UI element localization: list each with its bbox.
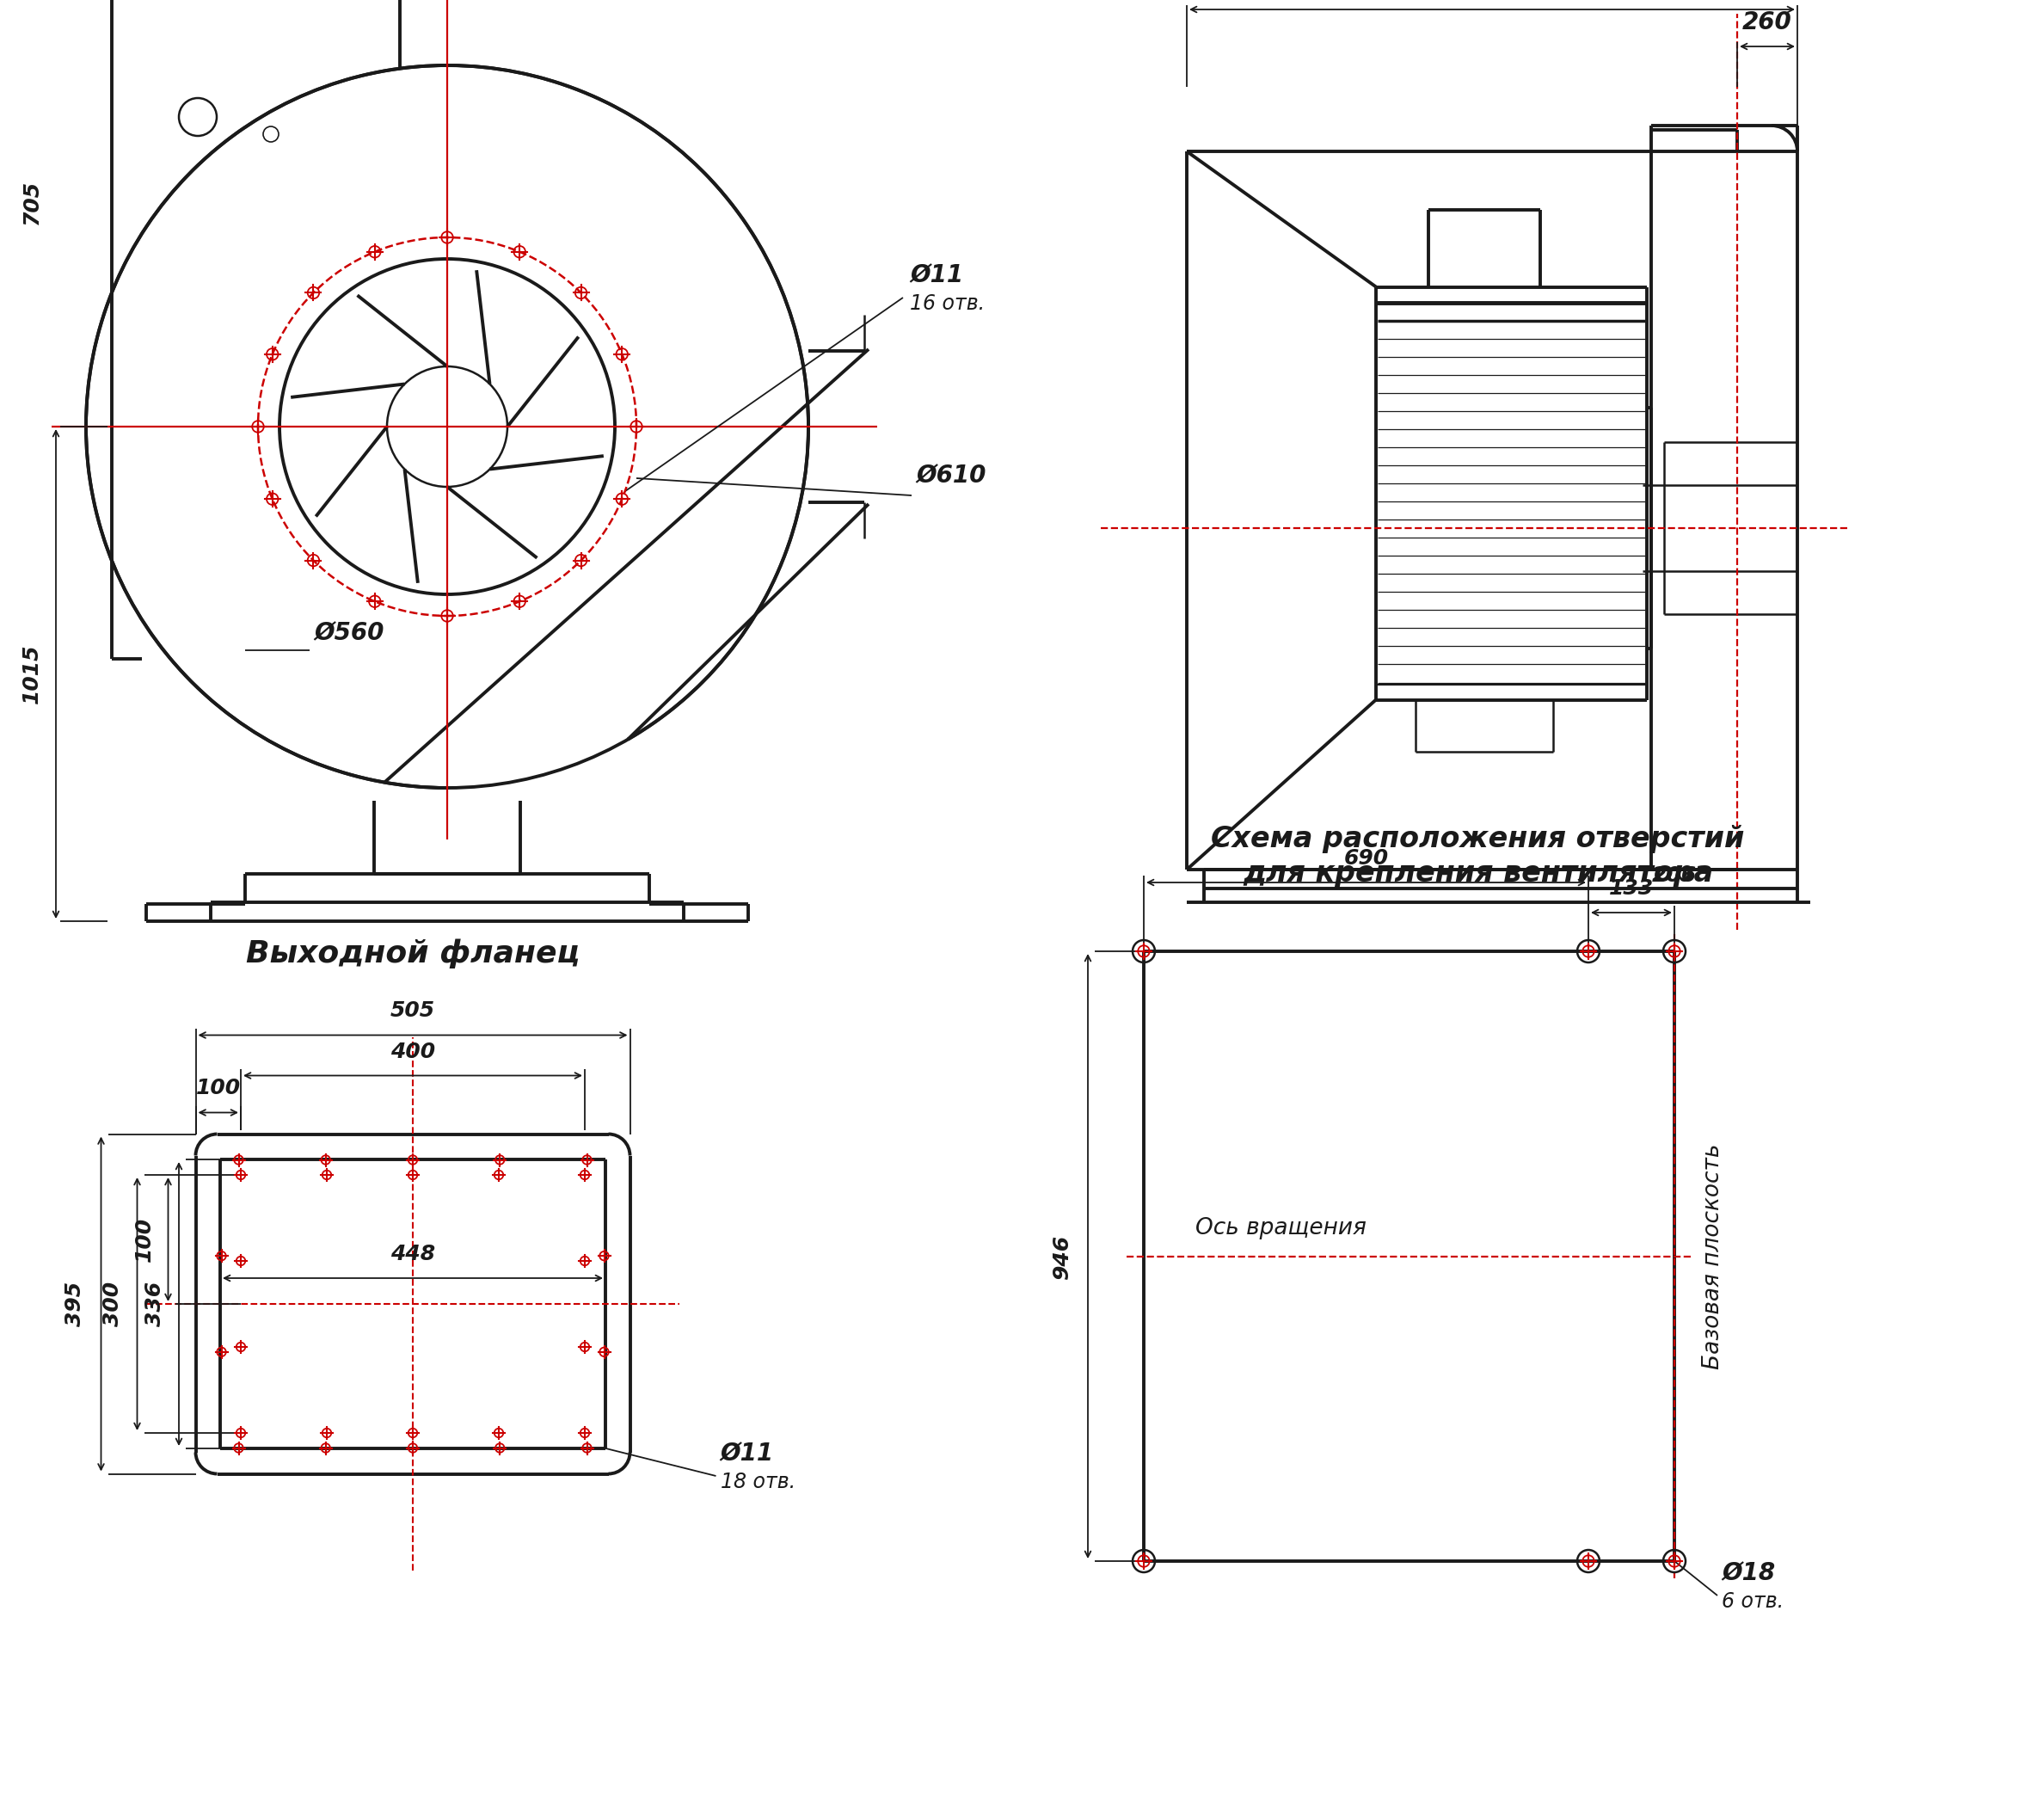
Text: Ø560: Ø560	[313, 621, 384, 644]
Text: 505: 505	[390, 1001, 435, 1021]
Text: 133: 133	[1608, 879, 1653, 899]
Text: 400: 400	[390, 1041, 435, 1061]
Text: Ø18: Ø18	[1722, 1562, 1775, 1585]
Text: 6 отв.: 6 отв.	[1722, 1591, 1783, 1613]
Text: 690: 690	[1344, 848, 1389, 868]
Text: 300: 300	[104, 1281, 124, 1327]
Text: 206: 206	[1653, 864, 1698, 886]
Text: Ø11: Ø11	[720, 1441, 775, 1465]
Text: для крепления вентилятора: для крепления вентилятора	[1242, 859, 1714, 888]
Text: Выходной фланец: Выходной фланец	[246, 939, 579, 968]
Text: 946: 946	[1051, 1234, 1071, 1279]
Text: Ø11: Ø11	[911, 264, 964, 288]
Text: 1015: 1015	[22, 644, 43, 704]
Text: 705: 705	[22, 180, 43, 226]
Text: 18 отв.: 18 отв.	[720, 1472, 795, 1492]
Text: 336: 336	[144, 1281, 165, 1327]
Text: 16 отв.: 16 отв.	[911, 293, 984, 313]
Text: 100: 100	[134, 1218, 155, 1261]
Text: 448: 448	[390, 1243, 435, 1265]
Text: Ø610: Ø610	[917, 464, 986, 488]
Text: 260: 260	[1742, 11, 1793, 35]
Text: 100: 100	[195, 1077, 240, 1099]
Text: 395: 395	[65, 1281, 85, 1327]
Text: Базовая плоскость: Базовая плоскость	[1702, 1143, 1724, 1369]
Text: Схема расположения отверстий: Схема расположения отверстий	[1212, 824, 1744, 854]
Text: Ось вращения: Ось вращения	[1195, 1218, 1366, 1239]
